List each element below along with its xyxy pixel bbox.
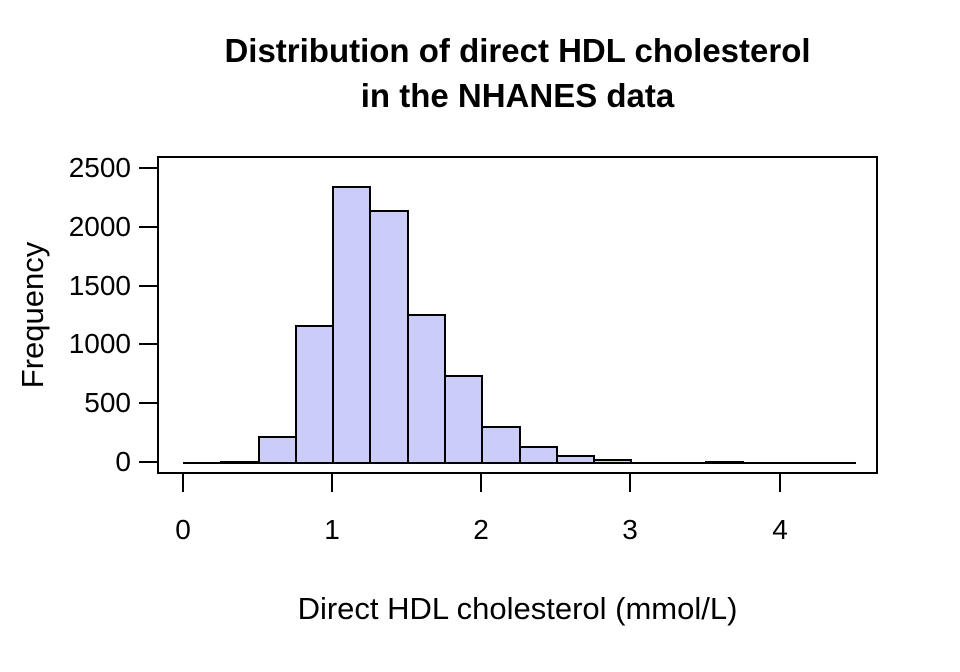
chart-title-line1: Distribution of direct HDL cholesterol xyxy=(224,32,811,69)
y-axis-tick xyxy=(139,167,157,169)
histogram-bar xyxy=(295,325,334,464)
histogram-bar xyxy=(705,461,744,464)
x-axis-label: Direct HDL cholesterol (mmol/L) xyxy=(297,591,738,626)
y-tick-label: 0 xyxy=(115,446,131,477)
y-axis-tick xyxy=(139,285,157,287)
chart-title: Distribution of direct HDL cholesterol i… xyxy=(157,28,878,118)
histogram-bar xyxy=(332,186,371,464)
y-axis-tick xyxy=(139,402,157,404)
y-axis-tick xyxy=(139,226,157,228)
x-tick-label: 1 xyxy=(324,514,340,545)
y-axis-label: Frequency xyxy=(15,241,50,389)
histogram-bar xyxy=(183,462,222,464)
y-tick-label: 2500 xyxy=(68,152,131,183)
x-axis-tick xyxy=(480,474,482,492)
x-tick-label: 4 xyxy=(772,514,788,545)
histogram-bar xyxy=(407,314,446,464)
histogram-bar xyxy=(444,375,483,464)
chart-title-line2: in the NHANES data xyxy=(360,77,675,114)
y-tick-label: 1500 xyxy=(68,270,131,301)
x-axis-tick xyxy=(182,474,184,492)
y-tick-label: 2000 xyxy=(68,211,131,242)
y-axis-tick xyxy=(139,461,157,463)
x-axis-tick xyxy=(331,474,333,492)
histogram-bar xyxy=(258,436,297,464)
histogram-bar xyxy=(630,462,670,464)
x-axis-tick xyxy=(629,474,631,492)
histogram-bar xyxy=(668,462,707,464)
histogram-bar xyxy=(593,459,632,464)
histogram-bar xyxy=(780,462,819,464)
x-tick-label: 0 xyxy=(175,514,191,545)
y-axis-tick xyxy=(139,343,157,345)
plot-area xyxy=(157,156,878,474)
histogram-bar xyxy=(481,426,521,464)
y-tick-label: 1000 xyxy=(68,328,131,359)
x-tick-label: 3 xyxy=(622,514,638,545)
histogram-bar xyxy=(369,210,409,464)
x-axis-tick xyxy=(779,474,781,492)
histogram-bar xyxy=(817,462,856,464)
y-tick-label: 500 xyxy=(84,387,131,418)
histogram-bar xyxy=(519,446,558,464)
histogram-bar xyxy=(742,462,782,464)
x-tick-label: 2 xyxy=(473,514,489,545)
histogram-bar xyxy=(220,461,260,464)
histogram-bar xyxy=(556,455,595,464)
